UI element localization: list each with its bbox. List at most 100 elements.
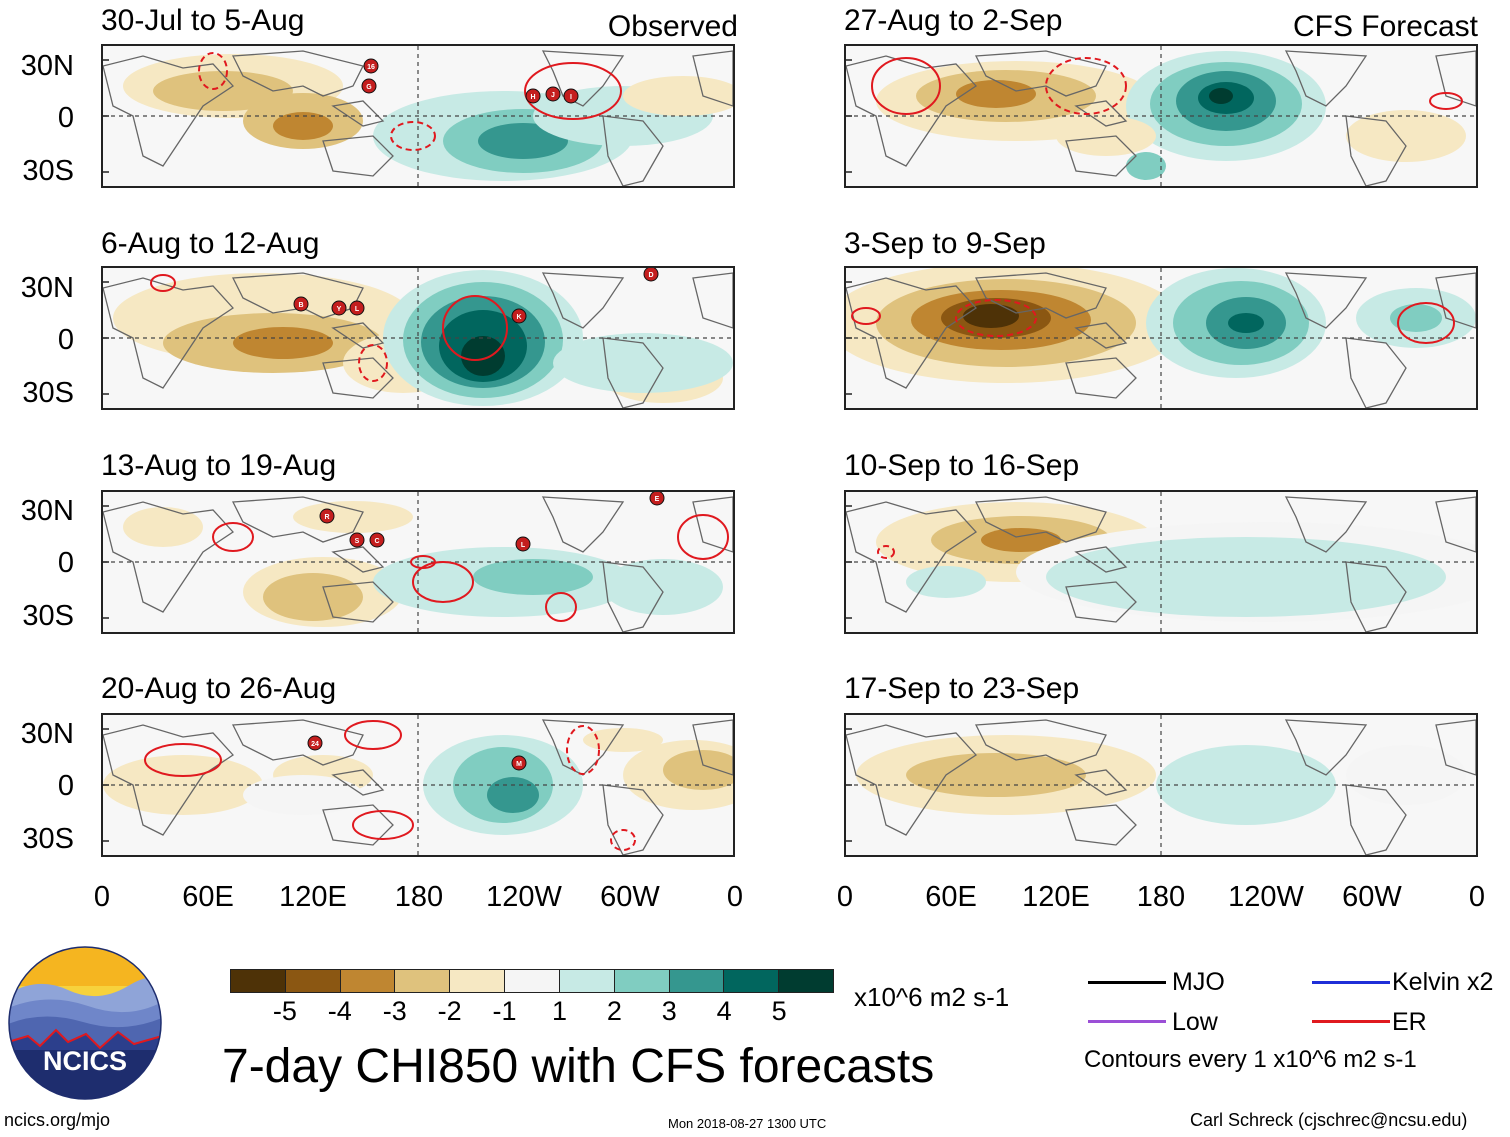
lat-label-30s: 30S <box>22 823 74 855</box>
tropical-cyclone-marker: I <box>563 88 579 104</box>
chi-anomaly-shade <box>963 304 1019 328</box>
panel-art: 24 M <box>103 715 733 855</box>
tropical-cyclone-marker: 24 <box>307 735 323 751</box>
coastline <box>846 277 977 389</box>
coastline <box>322 135 394 177</box>
chi-anomaly-shade <box>906 566 986 598</box>
chi-anomaly-shade <box>956 80 1036 108</box>
chi-anomaly-shade <box>263 573 363 621</box>
coastline <box>846 724 977 836</box>
coastline <box>602 115 664 186</box>
lon-label-180: 180 <box>1136 881 1186 913</box>
er-contour <box>1429 92 1463 110</box>
tropical-cyclone-marker: S <box>349 532 365 548</box>
colorbar-swatch <box>285 970 341 992</box>
coastline <box>103 55 234 167</box>
chi-anomaly-shade <box>233 327 333 359</box>
er-contour <box>871 57 941 115</box>
colorbar-tick-label: -3 <box>382 996 407 1026</box>
tropical-cyclone-marker: M <box>511 755 527 771</box>
map-panel-fc3 <box>844 490 1478 634</box>
storm-letter: E <box>655 496 660 503</box>
footer-author: Carl Schreck (cjschrec@ncsu.edu) <box>1190 1110 1468 1130</box>
coastline <box>1345 784 1407 855</box>
colorbar-swatch <box>779 970 833 992</box>
storm-letter: L <box>521 542 526 549</box>
coastline <box>1435 719 1476 776</box>
lat-label-eq: 0 <box>57 324 74 356</box>
coastline <box>602 337 664 408</box>
storm-letter: 24 <box>311 741 319 748</box>
er-contour <box>352 810 414 840</box>
coastline <box>1284 496 1368 553</box>
er-contour <box>390 121 436 151</box>
map-panel-obs4: 24 M <box>101 713 735 857</box>
lat-label-30s: 30S <box>22 600 74 632</box>
lon-label-0: 0 <box>836 881 854 913</box>
colorbar-tick-label: -4 <box>327 996 352 1026</box>
tropical-cyclone-marker: 16 <box>363 58 379 74</box>
chi-anomaly-shade <box>293 501 413 533</box>
coastline <box>1345 561 1407 632</box>
tropical-cyclone-marker: L <box>515 536 531 552</box>
coastline <box>602 784 664 855</box>
footer-timestamp: Mon 2018-08-27 1300 UTC <box>668 1116 827 1131</box>
coastline <box>692 272 733 329</box>
tropical-cyclone-marker: E <box>649 492 665 506</box>
panel-title-fc1: 27-Aug to 2-Sep <box>844 4 1063 37</box>
lat-label-eq: 0 <box>57 102 74 134</box>
map-panel-fc2 <box>844 266 1478 410</box>
lon-label-0: 0 <box>93 881 111 913</box>
panel-art <box>846 715 1476 855</box>
panel-title-fc3: 10-Sep to 16-Sep <box>844 449 1080 482</box>
chi-anomaly-shade <box>243 775 363 815</box>
lat-label-30n: 30N <box>20 50 74 82</box>
storm-letter: G <box>366 84 372 91</box>
lon-label-60e: 60E <box>182 881 234 913</box>
colorbar-swatch <box>559 970 615 992</box>
coastline <box>1345 115 1407 186</box>
coastline <box>1065 581 1137 623</box>
tropical-cyclone-marker: C <box>369 532 385 548</box>
colorbar-tick-label: 1 <box>551 996 567 1026</box>
legend-label-low: Low <box>1172 1008 1218 1036</box>
er-contour <box>410 555 436 569</box>
panel-tag-observed: Observed <box>607 10 738 43</box>
colorbar-swatch <box>505 970 560 992</box>
lon-label-0-end: 0 <box>726 881 744 913</box>
chi-anomaly-shade <box>473 559 593 595</box>
er-contour <box>851 307 881 325</box>
coastline <box>541 50 625 107</box>
map-panel-obs1: 16 G H J I <box>101 44 735 188</box>
storm-letter: J <box>551 92 555 99</box>
coastline <box>974 50 1107 97</box>
coastline <box>1065 135 1137 177</box>
er-contour <box>198 52 228 90</box>
colorbar-swatch <box>724 970 780 992</box>
colorbar-tick-label: -1 <box>492 996 517 1026</box>
lon-label-60w: 60W <box>600 881 660 913</box>
lat-label-30n: 30N <box>20 495 74 527</box>
storm-letter: R <box>324 514 329 521</box>
er-contour <box>524 62 622 120</box>
chi-anomaly-shade <box>663 750 733 790</box>
panel-title-obs2: 6-Aug to 12-Aug <box>101 227 320 260</box>
chi-anomaly-shade <box>1056 116 1156 156</box>
er-contour <box>610 829 636 851</box>
coastline <box>541 272 625 329</box>
legend-line-er <box>1312 1020 1390 1023</box>
coastline <box>331 100 385 127</box>
storm-letter: K <box>516 314 521 321</box>
legend-label-er: ER <box>1392 1008 1427 1036</box>
coastline <box>846 55 977 167</box>
chi-anomaly-shade <box>583 728 663 752</box>
chi-anomaly-shade <box>273 112 333 140</box>
coastline <box>331 546 385 573</box>
tropical-cyclone-marker: J <box>545 86 561 102</box>
coastline <box>1284 50 1368 107</box>
er-contour <box>150 274 176 292</box>
contour-interval-note: Contours every 1 x10^6 m2 s-1 <box>1084 1046 1417 1073</box>
panel-tag-cfs-forecast: CFS Forecast <box>1292 10 1478 43</box>
map-panel-fc1 <box>844 44 1478 188</box>
footer-url[interactable]: ncics.org/mjo <box>4 1110 111 1130</box>
